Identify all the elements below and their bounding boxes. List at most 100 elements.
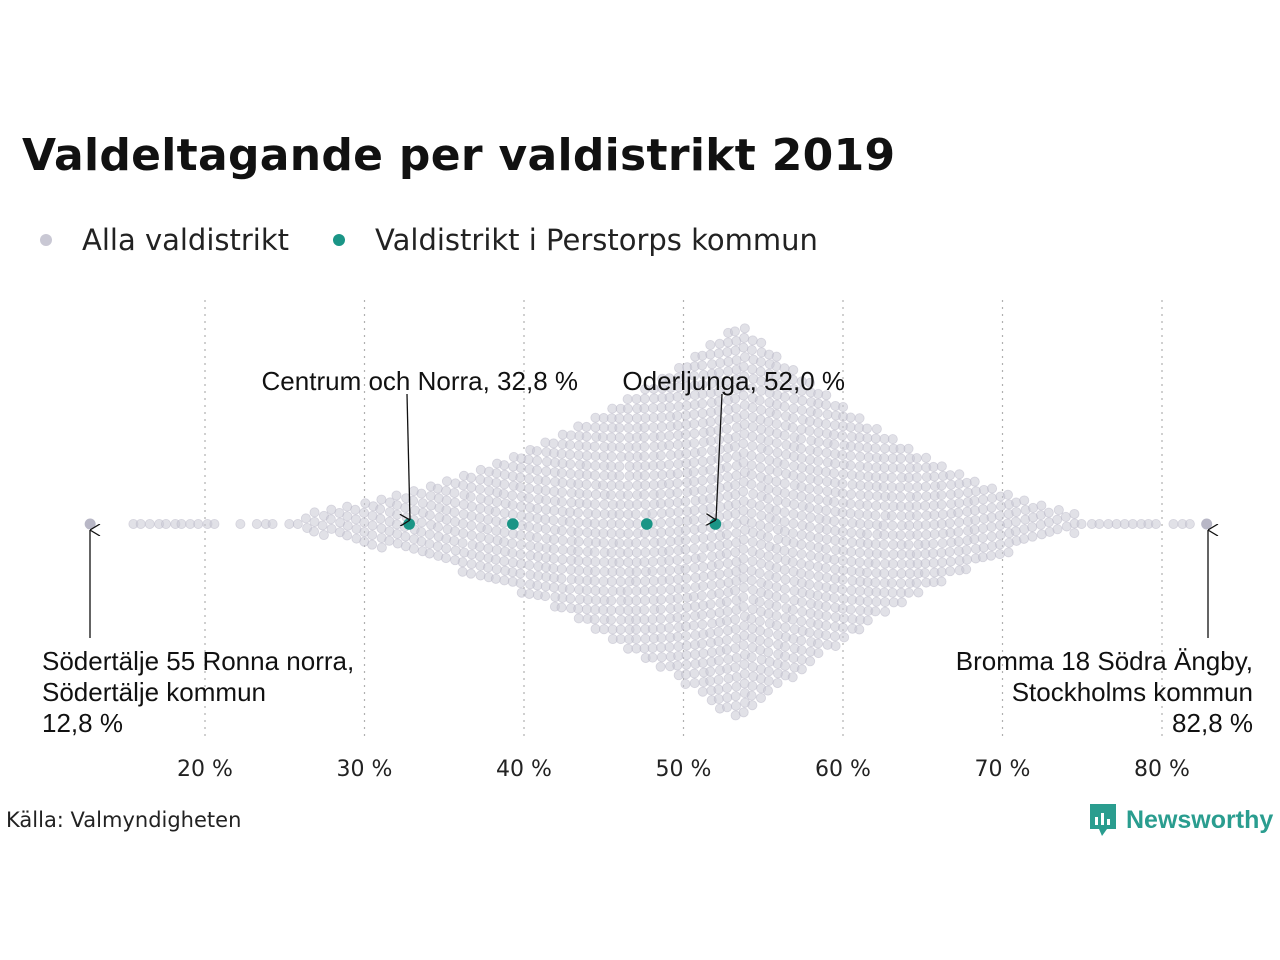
- district-point: [499, 508, 510, 519]
- district-point: [614, 538, 625, 549]
- district-point: [713, 425, 724, 436]
- district-point: [714, 415, 725, 426]
- district-point: [796, 443, 807, 454]
- district-point: [961, 545, 972, 556]
- district-point: [647, 643, 658, 654]
- district-point: [474, 551, 485, 562]
- district-point: [681, 650, 692, 661]
- district-point: [969, 534, 980, 545]
- district-point: [458, 518, 469, 529]
- district-point: [598, 585, 609, 596]
- district-point: [664, 622, 675, 633]
- district-point: [705, 484, 716, 495]
- district-point: [903, 587, 914, 598]
- district-point: [639, 489, 650, 500]
- district-point: [813, 436, 824, 447]
- district-point: [846, 489, 857, 500]
- newsworthy-logo-icon: [1090, 804, 1116, 836]
- district-point: [886, 491, 897, 502]
- district-point: [630, 509, 641, 520]
- district-point: [1027, 531, 1038, 542]
- district-point: [317, 520, 328, 531]
- district-point: [763, 627, 774, 638]
- district-point: [590, 470, 601, 481]
- district-point: [847, 537, 858, 548]
- district-point: [755, 452, 766, 463]
- district-point: [705, 416, 716, 427]
- district-point: [499, 536, 510, 547]
- district-point: [589, 547, 600, 558]
- district-point: [590, 412, 601, 423]
- district-point: [870, 558, 881, 569]
- district-point: [821, 390, 832, 401]
- district-point: [664, 459, 675, 470]
- district-point: [450, 526, 461, 537]
- district-point: [854, 547, 865, 558]
- district-point: [928, 461, 939, 472]
- annotation-label: Södertälje kommun: [42, 677, 266, 707]
- district-point: [730, 432, 741, 443]
- district-point: [886, 510, 897, 521]
- district-point: [746, 613, 757, 624]
- district-point: [655, 604, 666, 615]
- district-point: [937, 538, 948, 549]
- district-point: [779, 488, 790, 499]
- district-point: [755, 692, 766, 703]
- district-point: [805, 541, 816, 552]
- district-point: [723, 654, 734, 665]
- district-point: [763, 522, 774, 533]
- district-point: [756, 558, 767, 569]
- district-point: [523, 492, 534, 503]
- district-point: [342, 530, 353, 541]
- district-point: [845, 498, 856, 509]
- district-point: [664, 440, 675, 451]
- district-point: [878, 539, 889, 550]
- district-point: [845, 422, 856, 433]
- district-point: [771, 514, 782, 525]
- district-point: [672, 631, 683, 642]
- district-point: [714, 588, 725, 599]
- district-point: [1027, 522, 1038, 533]
- district-point: [722, 692, 733, 703]
- district-point: [615, 576, 626, 587]
- district-point: [1094, 518, 1105, 529]
- district-point: [721, 635, 732, 646]
- district-point: [771, 591, 782, 602]
- district-point: [639, 451, 650, 462]
- district-point: [763, 445, 774, 456]
- district-point: [581, 431, 592, 442]
- district-point: [912, 481, 923, 492]
- district-point: [376, 542, 387, 553]
- district-point: [441, 495, 452, 506]
- district-point: [978, 542, 989, 553]
- district-point: [863, 490, 874, 501]
- district-point: [589, 441, 600, 452]
- extreme-district-point: [84, 518, 96, 530]
- district-point: [870, 443, 881, 454]
- district-point: [482, 524, 493, 535]
- district-point: [516, 510, 527, 521]
- district-point: [557, 554, 568, 565]
- district-point: [862, 529, 873, 540]
- district-point: [747, 441, 758, 452]
- district-point: [458, 528, 469, 539]
- district-point: [581, 604, 592, 615]
- district-point: [1076, 518, 1087, 529]
- district-point: [738, 534, 749, 545]
- district-point: [748, 489, 759, 500]
- district-point: [326, 523, 337, 534]
- district-point: [466, 511, 477, 522]
- district-point: [1010, 526, 1021, 537]
- district-point: [796, 568, 807, 579]
- district-point: [762, 685, 773, 696]
- district-point: [541, 495, 552, 506]
- district-point: [804, 483, 815, 494]
- district-point: [697, 657, 708, 668]
- district-point: [787, 422, 798, 433]
- district-point: [1184, 518, 1195, 529]
- district-point: [516, 558, 527, 569]
- district-point: [854, 624, 865, 635]
- district-point: [656, 412, 667, 423]
- district-point: [457, 566, 468, 577]
- district-point: [821, 534, 832, 545]
